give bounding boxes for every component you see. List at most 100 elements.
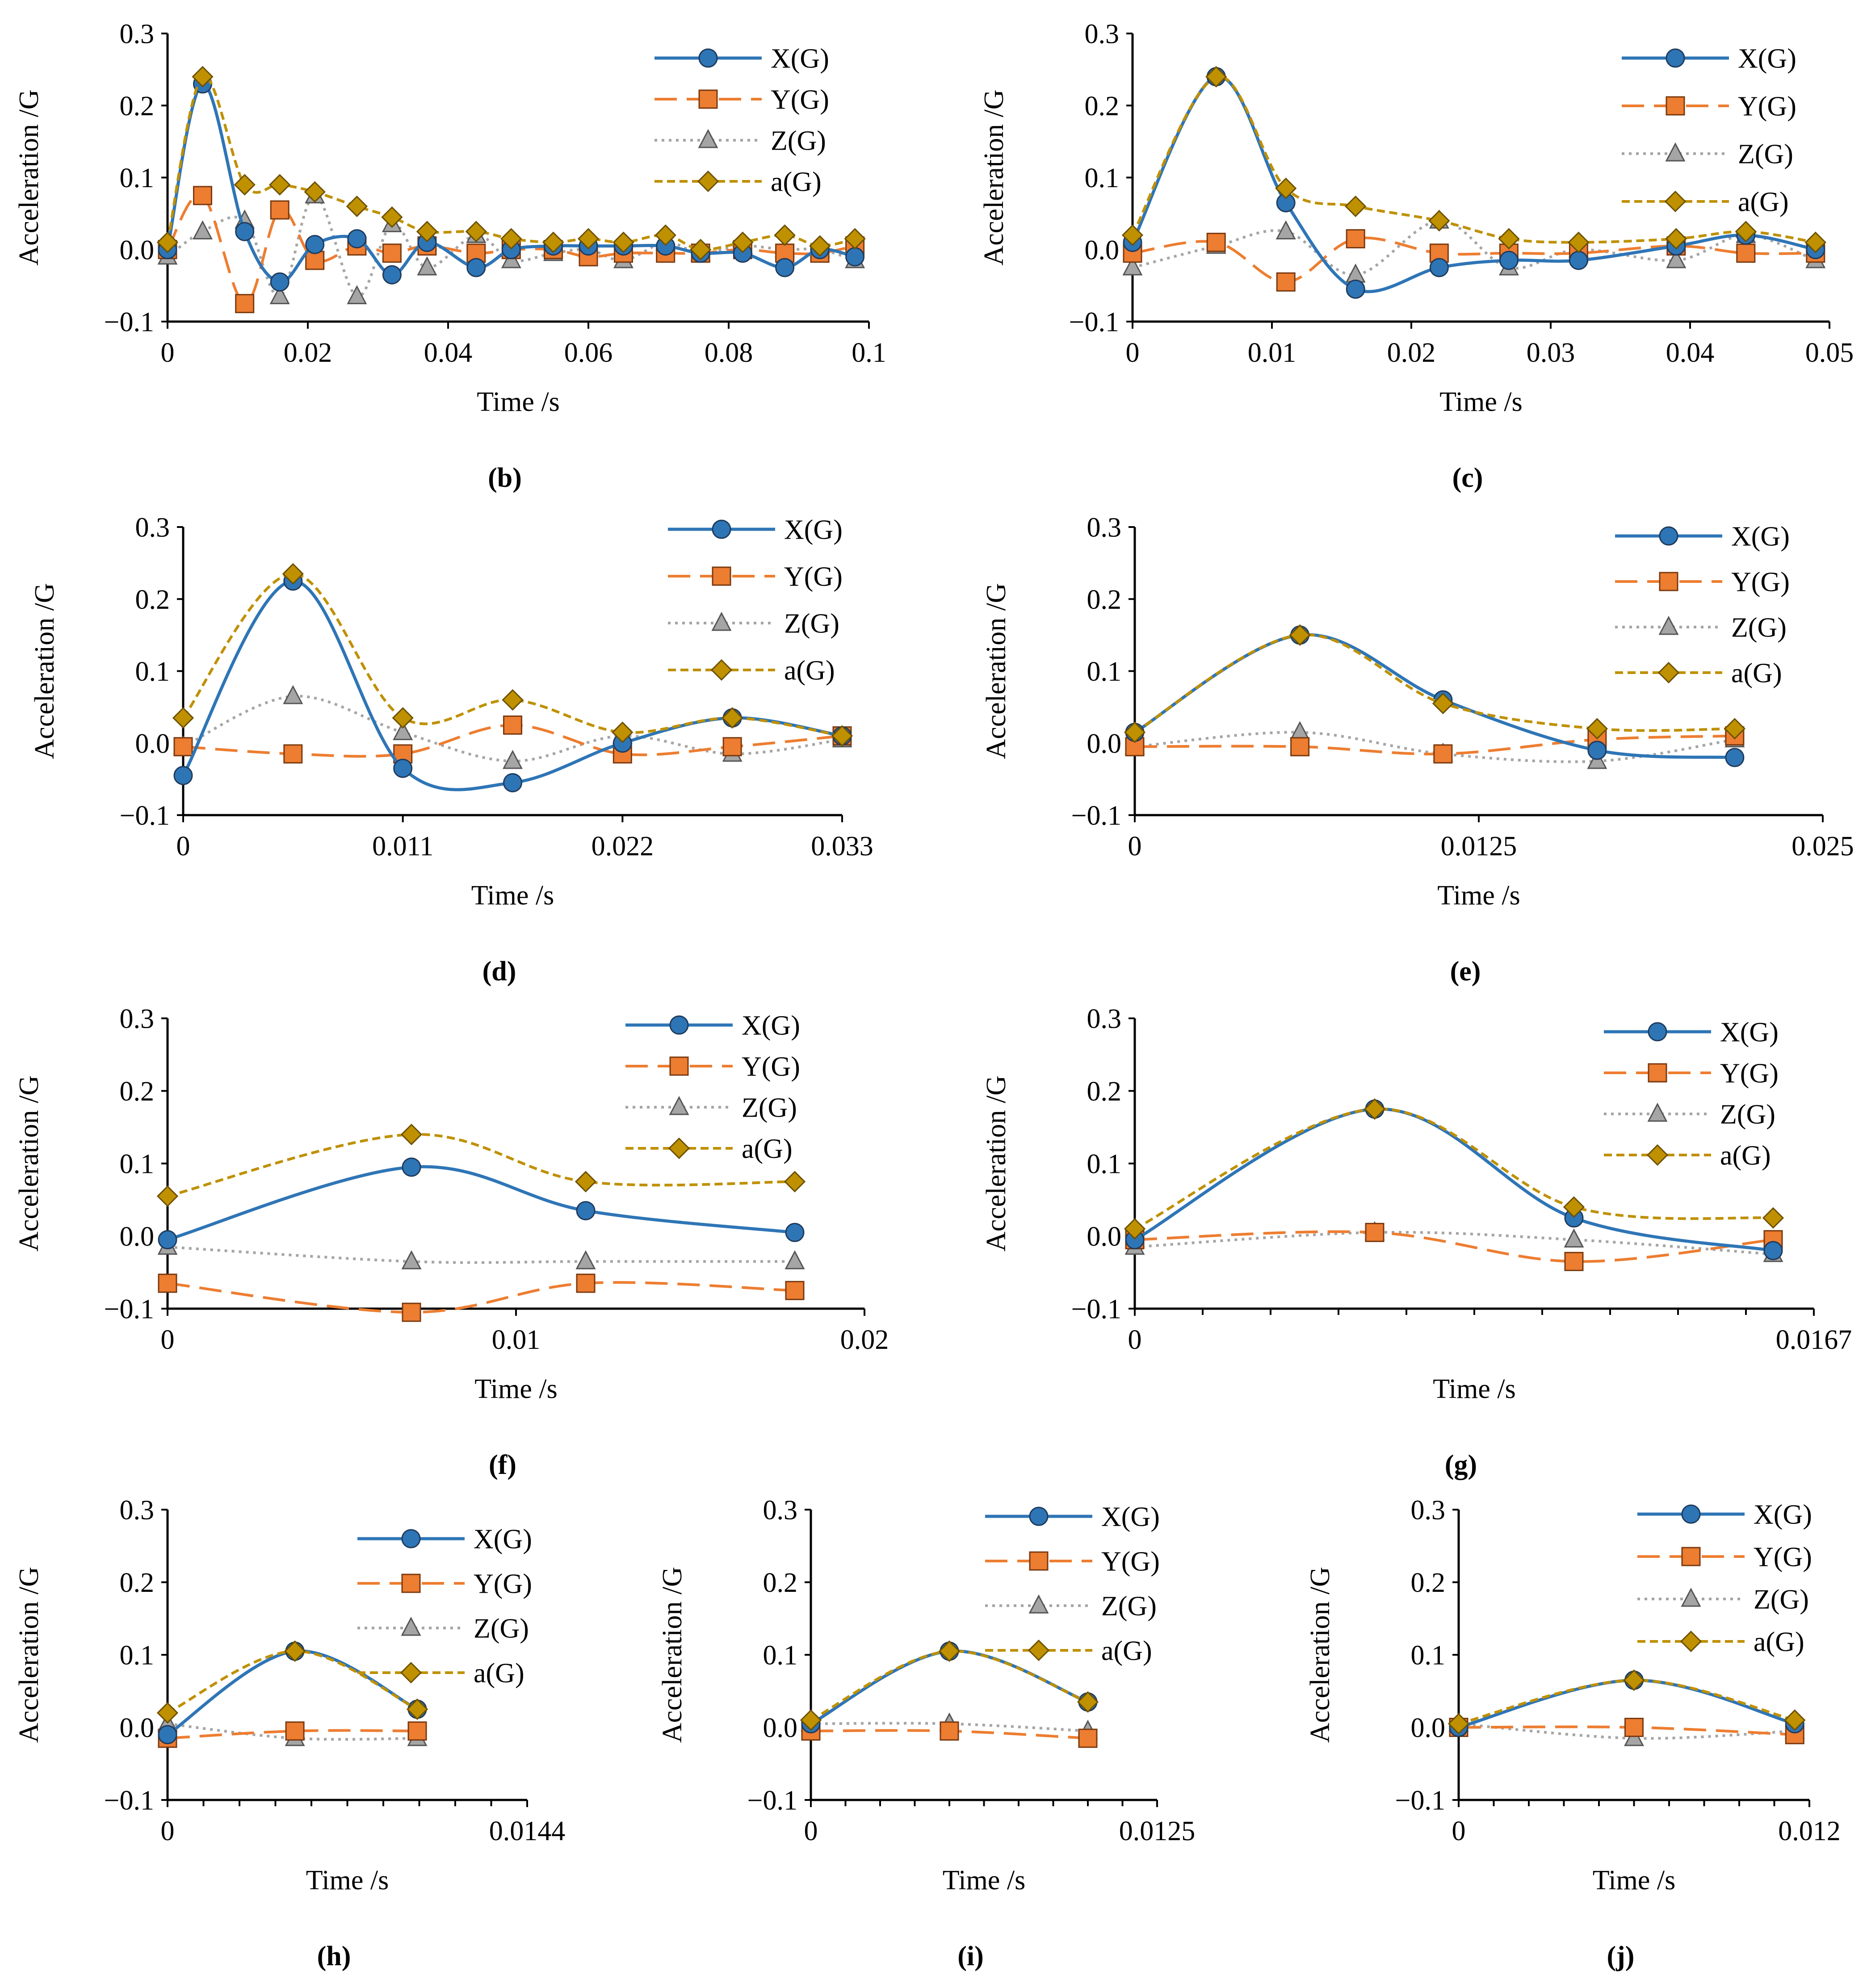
legend-entry-X: X(G)	[654, 44, 829, 74]
data-point-Y	[173, 737, 193, 757]
legend-label-Z: Z(G)	[742, 1093, 797, 1123]
data-point-Z	[283, 685, 303, 704]
y-tick-label: 0.2	[763, 1568, 798, 1598]
legend-entry-X: X(G)	[1604, 1017, 1779, 1048]
chart-panel-f: −0.1 0.0 0.1 0.2 0.3 0 0.01 0.02 Time /s Accelera…	[14, 1004, 889, 1480]
data-point-Z	[347, 285, 367, 305]
data-point-Z	[1122, 256, 1143, 276]
legend-marker-a	[1664, 190, 1687, 213]
x-tick-label: 0.08	[705, 338, 753, 368]
x-axis-label: Time /s	[1593, 1865, 1676, 1896]
series-line-X	[1131, 75, 1816, 293]
y-tick-label: 0.0	[120, 1713, 155, 1743]
data-point-Y	[503, 715, 522, 735]
y-tick-label: 0.3	[120, 1004, 155, 1034]
y-axis-label: Acceleration /G	[981, 1076, 1011, 1251]
series-Z	[157, 1235, 805, 1269]
series-line-a	[1458, 1678, 1796, 1725]
data-point-Y	[1346, 229, 1365, 249]
series-line-Z	[167, 194, 856, 298]
y-axis-label: Acceleration /G	[14, 1076, 44, 1251]
legend-entry-a: a(G)	[1615, 658, 1782, 689]
series-Y	[158, 1273, 805, 1322]
legend-entry-Z: Z(G)	[985, 1591, 1157, 1622]
y-tick-label: 0.0	[135, 728, 170, 759]
y-tick-label: 0.3	[1085, 19, 1120, 50]
series-line-Z	[810, 1722, 1088, 1733]
y-tick-label: 0.0	[1085, 235, 1120, 265]
legend-marker-X	[1029, 1507, 1049, 1526]
series-line-a	[1131, 75, 1816, 244]
legend-entry-Y: Y(G)	[985, 1547, 1160, 1577]
legend-marker-Z	[1681, 1587, 1701, 1607]
data-point-Z	[1275, 220, 1296, 239]
legend-label-X: X(G)	[784, 515, 843, 545]
legend-entry-a: a(G)	[625, 1134, 793, 1164]
legend-entry-a: a(G)	[668, 656, 835, 686]
legend-marker-Z	[698, 129, 718, 148]
y-tick-label: −0.1	[120, 801, 170, 831]
data-point-Y	[1276, 272, 1296, 292]
y-tick-label: −0.1	[104, 1786, 154, 1816]
legend-marker-Z	[669, 1096, 689, 1115]
data-point-Y	[270, 200, 289, 220]
data-point-Z	[417, 256, 437, 276]
series-a	[1447, 1669, 1806, 1735]
series-line-Z	[1134, 1230, 1774, 1256]
legend-marker-Y	[669, 1056, 689, 1076]
y-tick-label: 0.0	[1087, 1222, 1122, 1252]
x-tick-label: 0.033	[811, 831, 873, 862]
series-line-X	[181, 579, 843, 791]
legend-label-X: X(G)	[1731, 522, 1790, 552]
data-point-Y	[235, 294, 255, 314]
y-tick-label: −0.1	[1071, 801, 1121, 831]
x-tick-label: 0.011	[372, 831, 433, 862]
x-tick-label: 0	[804, 1816, 818, 1846]
legend-label-X: X(G)	[1754, 1500, 1812, 1530]
data-point-a	[732, 231, 754, 253]
x-tick-label: 0.0125	[1441, 831, 1517, 862]
data-point-a	[1623, 1669, 1645, 1691]
legend-entry-X: X(G)	[1622, 44, 1796, 74]
legend-entry-Y: Y(G)	[1604, 1059, 1779, 1089]
data-point-a	[690, 239, 712, 260]
legend-marker-a	[1028, 1639, 1050, 1662]
data-point-a	[500, 228, 522, 250]
series-line-a	[167, 1133, 795, 1198]
x-tick-label: 0.04	[424, 338, 473, 368]
legend-entry-Y: Y(G)	[1615, 567, 1790, 598]
data-point-X	[235, 222, 255, 241]
legend-entry-Z: Z(G)	[654, 126, 826, 156]
data-point-Y	[785, 1281, 805, 1300]
data-point-Y	[285, 1721, 305, 1741]
data-point-a	[844, 228, 866, 250]
legend-entry-Z: Z(G)	[1622, 139, 1793, 170]
y-tick-label: 0.2	[1411, 1568, 1446, 1598]
legend-marker-a	[668, 1137, 690, 1159]
legend-label-X: X(G)	[1720, 1017, 1779, 1048]
x-tick-label: 0.03	[1527, 338, 1575, 368]
data-point-a	[1124, 1218, 1146, 1240]
x-axis-label: Time /s	[1437, 880, 1520, 911]
data-point-Y	[1736, 243, 1756, 263]
data-point-a	[938, 1640, 961, 1662]
x-tick-label: 0.02	[1387, 338, 1436, 368]
data-point-X	[347, 229, 367, 249]
data-point-a	[1568, 231, 1590, 253]
legend-marker-Z	[1658, 615, 1679, 635]
x-axis-label: Time /s	[471, 880, 554, 911]
legend-marker-a	[1680, 1630, 1702, 1653]
data-point-a	[774, 224, 796, 246]
legend-marker-X	[1648, 1022, 1667, 1042]
series-a	[156, 1640, 428, 1724]
legend-label-Z: Z(G)	[1731, 613, 1787, 643]
legend-label-a: a(G)	[1101, 1636, 1152, 1666]
legend-label-Y: Y(G)	[1101, 1547, 1160, 1577]
legend-entry-X: X(G)	[625, 1011, 800, 1041]
series-a	[1124, 624, 1746, 743]
data-point-X	[1499, 251, 1519, 270]
data-point-a	[784, 1171, 806, 1193]
legend-entry-Z: Z(G)	[1604, 1100, 1775, 1130]
series-line-X	[166, 82, 856, 284]
data-point-a	[542, 231, 564, 253]
